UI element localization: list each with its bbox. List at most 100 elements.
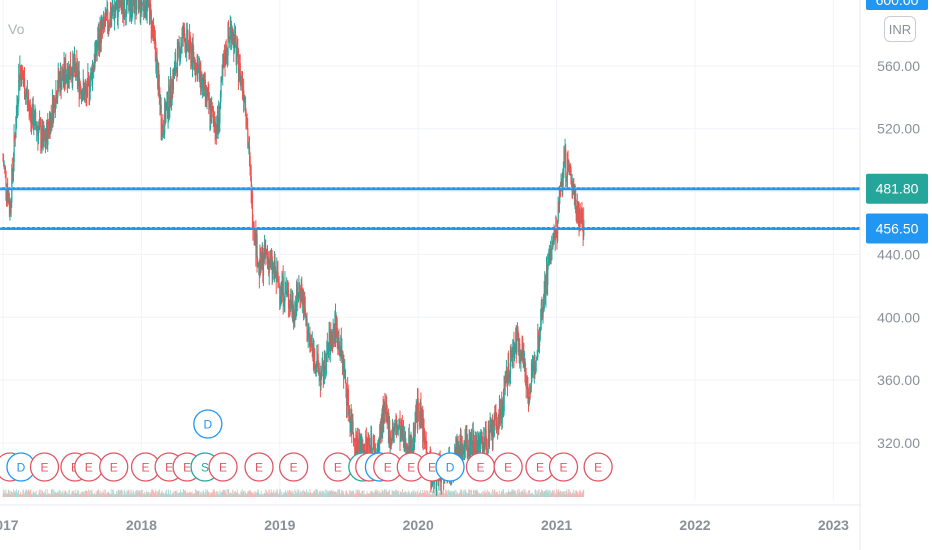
volume-bar [461,489,463,497]
candle-body [16,110,18,129]
volume-bar [120,489,122,497]
volume-bar [420,490,421,497]
volume-bar [533,494,535,497]
volume-bar [520,491,522,497]
candle-body [197,66,199,80]
volume-bar [445,489,446,497]
volume-bar [305,492,307,497]
horizontal-levels[interactable] [0,187,860,231]
volume-bar [213,489,214,497]
volume-bar [331,491,333,497]
event-markers[interactable]: EDEEEEEEESEEEESEDEEEDEEEEED [0,409,613,482]
candle-body [89,79,91,92]
volume-bar [267,493,269,497]
event-E-marker[interactable] [278,452,309,482]
volume-bar [88,489,89,497]
volume-bar [358,489,360,497]
volume-bar [113,493,115,497]
event-D-marker[interactable] [193,409,223,439]
volume-bar [576,491,578,497]
volume-bar [334,491,335,497]
volume-bar [295,491,297,497]
candle-body [249,156,251,167]
volume-bar [565,491,567,497]
volume-bar [42,490,44,497]
volume-bar [386,491,388,497]
event-E-marker[interactable] [208,452,238,482]
currency-button[interactable]: INR [884,16,916,42]
volume-bar [17,493,19,497]
event-E-marker[interactable] [583,452,613,482]
volume-bar [349,490,350,497]
volume-bar [310,492,312,497]
volume-bar [393,491,395,497]
volume-bar [511,490,513,497]
volume-bar [124,489,125,497]
volume-bar [475,490,477,497]
volume-bar [414,491,416,497]
volume-bar [263,493,265,497]
volume-bar [508,491,510,497]
volume-bar [363,490,365,497]
volume-bar [479,494,481,497]
volume-bar [296,489,298,497]
event-E-marker[interactable] [29,452,60,482]
volume-bar [25,489,27,497]
volume-bar [337,494,339,497]
volume-bar [210,494,212,497]
volume-bar [338,489,340,497]
volume-bar [242,490,244,497]
volume-bar [336,489,338,497]
volume-bar [456,491,458,497]
volume-bar [452,490,453,497]
candle-body [167,93,169,117]
candle-body [115,9,117,12]
volume-bar [284,491,286,497]
volume-bar [407,494,409,497]
event-D-marker[interactable] [435,452,465,482]
volume-bar [85,491,87,497]
volume-bar [197,491,199,497]
volume-bar [201,494,203,497]
event-E-label: E [594,461,602,475]
event-E-marker[interactable] [548,452,579,482]
volume-bar [390,494,392,497]
volume-bar [289,490,291,497]
volume-bar [270,489,272,497]
event-E-marker[interactable] [99,452,129,482]
volume-bar [239,494,241,497]
volume-bar [553,494,555,497]
volume-bar [16,489,17,497]
volume-bar [203,490,205,497]
volume-bar [449,490,451,497]
volume-bar [361,490,363,497]
volume-bar [41,494,42,497]
volume-bar [470,494,471,497]
volume-bar [309,493,310,497]
candle-body [116,3,118,10]
volume-bar [356,493,357,497]
volume-bar [156,491,158,497]
volume-bar [270,493,271,497]
volume-bar [256,492,257,497]
volume-bar [110,489,112,497]
volume-bar [18,490,20,497]
price-badges: 481.80 456.50 600.00 [866,0,928,244]
x-tick-label: 2023 [818,517,849,533]
volume-bar [243,494,245,497]
event-E-marker[interactable] [493,452,523,482]
volume-bar [433,492,435,497]
volume-bar [13,489,14,497]
volume-bar [512,489,514,497]
volume-bar [466,493,468,497]
volume-bar [226,489,228,497]
volume-bar [15,492,17,497]
event-E-marker[interactable] [244,452,274,482]
volume-bar [36,494,38,497]
volume-bar [268,489,270,497]
volume-bar [41,490,43,497]
volume-bar [515,493,517,497]
volume-bar [404,493,406,497]
volume-bar [159,494,161,497]
